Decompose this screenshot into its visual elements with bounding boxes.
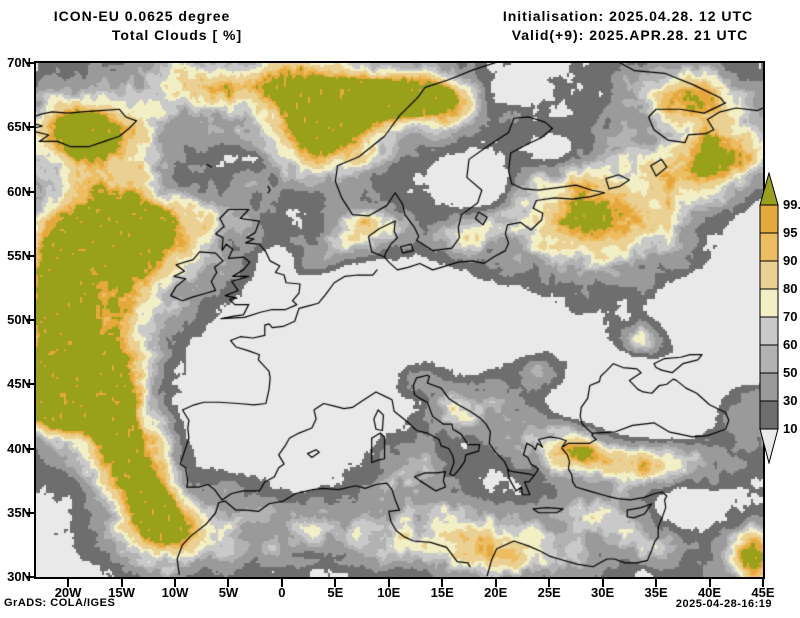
lat-tick-label: 45N — [7, 376, 31, 392]
lon-tick-label: 30E — [591, 585, 615, 600]
lon-tick-mark — [708, 579, 711, 587]
colorbar-legend: 99.5 95 90 80 70 60 50 30 10 — [759, 171, 800, 465]
lat-tick-label: 40N — [7, 440, 31, 456]
lon-tick-label: 25E — [537, 585, 561, 600]
variable-title: Total Clouds [ %] — [111, 27, 243, 43]
lat-tick-label: 60N — [7, 183, 31, 199]
init-time: Initialisation: 2025.04.28. 12 UTC — [502, 8, 754, 24]
colorbar-segment — [759, 260, 779, 290]
lon-tick-mark — [120, 579, 123, 587]
colorbar-segment — [759, 316, 779, 346]
lat-tick-label: 50N — [7, 312, 31, 327]
lon-tick-mark — [227, 579, 230, 587]
lat-tick-mark — [26, 511, 35, 514]
lon-tick-mark — [280, 579, 283, 587]
colorbar-level-label: 50 — [783, 365, 798, 380]
lat-tick-mark — [26, 190, 35, 193]
lon-tick-mark — [67, 579, 70, 587]
lon-tick-mark — [387, 579, 390, 587]
colorbar-segment — [759, 288, 779, 318]
lon-tick-label: 0 — [278, 585, 286, 600]
lon-tick-label: 15E — [430, 585, 454, 600]
lat-tick-mark — [26, 62, 35, 64]
lat-tick-mark — [26, 383, 35, 386]
lon-tick-label: 5E — [327, 585, 344, 600]
colorbar-level-label: 95 — [783, 225, 798, 240]
colorbar-level-label: 30 — [783, 393, 798, 408]
lat-tick-mark — [26, 319, 35, 321]
lon-tick-mark — [601, 579, 604, 587]
lon-tick-label: 5W — [218, 585, 239, 600]
lon-tick-mark — [334, 579, 337, 587]
lon-tick-label: 20W — [54, 585, 82, 600]
colorbar-swatches — [759, 171, 779, 465]
colorbar-level-label: 10 — [783, 421, 798, 436]
lon-tick-label: 20E — [484, 585, 508, 600]
grads-credit: GrADS: COLA/IGES — [4, 597, 116, 609]
cloud-cover-map-canvas — [36, 63, 763, 577]
lat-tick-label: 35N — [7, 504, 31, 520]
lon-tick-mark — [548, 579, 551, 587]
lat-tick-mark — [26, 126, 35, 129]
colorbar-segment — [759, 428, 779, 465]
lon-tick-mark — [441, 579, 444, 587]
colorbar-level-label: 99.5 — [783, 197, 800, 212]
colorbar-segment — [759, 372, 779, 402]
colorbar-level-label: 60 — [783, 337, 798, 352]
lon-tick-label: 15W — [108, 585, 135, 600]
lat-tick-mark — [26, 254, 35, 257]
creation-timestamp: 2025-04-28-16:19 — [675, 598, 772, 610]
lon-tick-mark — [655, 579, 658, 587]
lat-tick-label: 65N — [7, 119, 31, 135]
lon-tick-mark — [762, 579, 764, 587]
colorbar-segment — [759, 344, 779, 374]
lon-tick-label: 40E — [697, 585, 722, 600]
lon-tick-label: 45E — [751, 585, 775, 600]
lat-tick-mark — [26, 576, 35, 578]
lat-tick-mark — [26, 447, 35, 450]
lon-tick-label: 10E — [377, 585, 401, 600]
lon-tick-mark — [494, 579, 497, 587]
colorbar-level-label: 80 — [783, 281, 798, 296]
lon-tick-label: 35E — [644, 585, 668, 600]
lat-tick-label: 70N — [7, 55, 31, 70]
colorbar-segment — [759, 232, 779, 262]
lon-tick-label: 10W — [161, 585, 189, 600]
colorbar-level-label: 90 — [783, 253, 798, 268]
colorbar-segment — [759, 400, 779, 430]
lat-tick-label: 55N — [7, 247, 31, 263]
colorbar-segment — [759, 204, 779, 234]
lat-tick-label: 30N — [7, 569, 31, 584]
colorbar-level-label: 70 — [783, 309, 798, 324]
model-title: ICON-EU 0.0625 degree — [53, 8, 231, 24]
colorbar-segment — [759, 171, 779, 206]
valid-time: Valid(+9): 2025.APR.28. 21 UTC — [511, 27, 749, 43]
lon-tick-mark — [173, 579, 176, 587]
